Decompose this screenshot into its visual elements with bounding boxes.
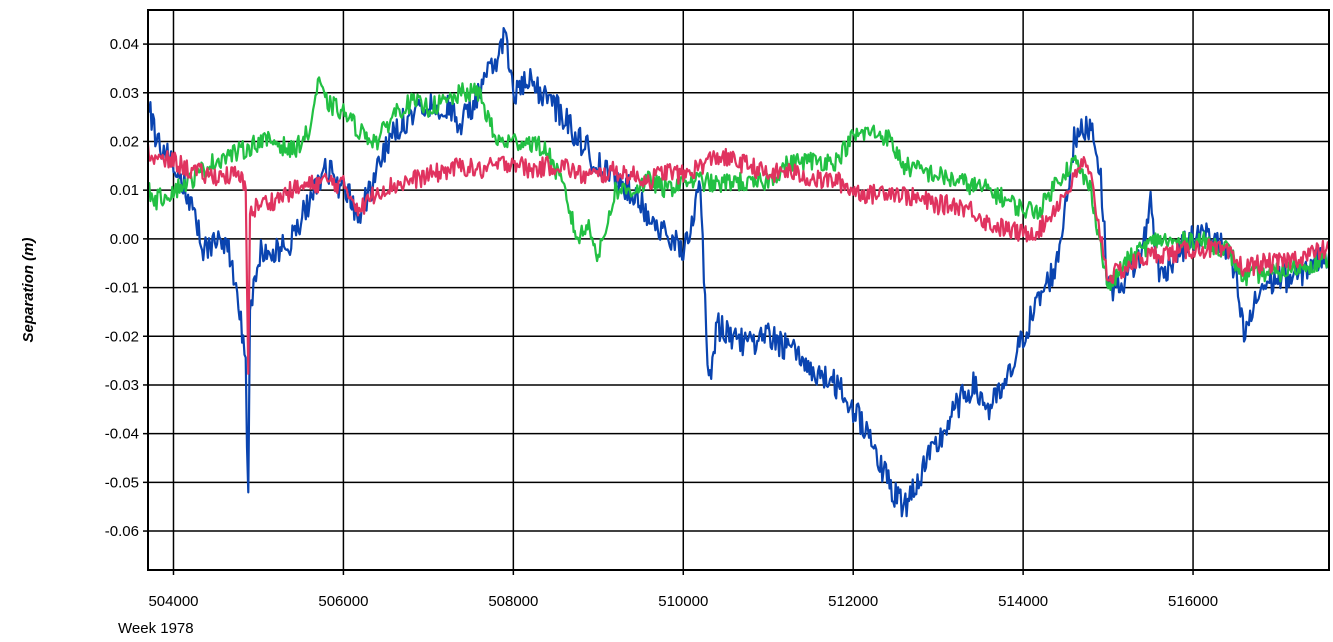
y-tick-label: 0.04 — [110, 36, 139, 53]
grid — [148, 10, 1329, 570]
y-tick-label: -0.06 — [105, 523, 139, 540]
plot-frame — [147, 9, 1330, 571]
x-tick-label: 516000 — [1168, 593, 1218, 610]
x-tick-label: 510000 — [658, 593, 708, 610]
y-tick-label: 0.01 — [110, 182, 139, 199]
x-axis-ticks: 504000 506000 508000 510000 512000 514000 5160… — [148, 570, 1218, 610]
x-axis-sublabel: Week 1978 — [118, 620, 194, 637]
series-line-3 — [146, 144, 1331, 375]
plot-background — [148, 10, 1329, 570]
series-group — [146, 27, 1331, 518]
x-tick-label: 508000 — [488, 593, 538, 610]
y-tick-label: -0.05 — [105, 474, 139, 491]
y-tick-label: -0.03 — [105, 377, 139, 394]
y-tick-label: -0.01 — [105, 280, 139, 297]
y-tick-label: -0.04 — [105, 426, 139, 443]
x-tick-label: 514000 — [998, 593, 1048, 610]
y-axis-ticks: 0.04 0.03 0.02 0.01 0.00 -0.01 -0.02 -0.03 -0.04… — [105, 36, 148, 540]
y-axis-label: Separation (m) — [20, 237, 37, 342]
y-tick-label: 0.02 — [110, 133, 139, 150]
series-line-2 — [146, 76, 1331, 291]
x-tick-label: 504000 — [148, 593, 198, 610]
y-tick-label: 0.00 — [110, 231, 139, 248]
x-tick-label: 512000 — [828, 593, 878, 610]
y-tick-label: 0.03 — [110, 85, 139, 102]
x-tick-label: 506000 — [318, 593, 368, 610]
y-tick-label: -0.02 — [105, 328, 139, 345]
